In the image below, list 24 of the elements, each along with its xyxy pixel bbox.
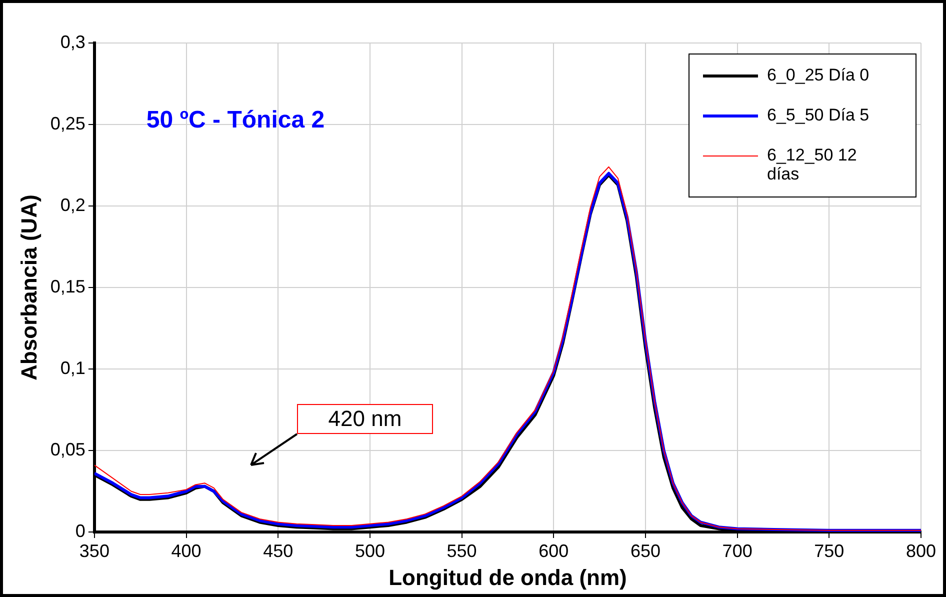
legend-label: 6_5_50 Día 5 [767, 106, 870, 125]
x-tick-label: 550 [446, 540, 477, 561]
y-tick-label: 0,25 [50, 113, 86, 134]
y-tick-label: 0,05 [50, 439, 86, 460]
x-tick-label: 650 [630, 540, 660, 561]
y-tick-label: 0,2 [60, 194, 86, 215]
x-tick-label: 750 [814, 540, 844, 561]
y-tick-label: 0,1 [60, 358, 86, 378]
x-axis-title: Longitud de onda (nm) [388, 564, 627, 590]
x-tick-label: 700 [722, 540, 752, 561]
x-tick-label: 450 [263, 540, 294, 561]
text: 50 ºC - Tónica 2 [146, 106, 325, 134]
legend-label: 6_0_25 Día 0 [767, 66, 870, 85]
annotation: 420 nm [297, 404, 433, 434]
x-tick-label: 350 [79, 540, 110, 561]
legend-label: 6_12_50 12 días [767, 146, 857, 184]
y-tick-label: 0,15 [50, 276, 86, 296]
y-axis-title: Absorbancia (UA) [16, 194, 42, 380]
x-tick-label: 800 [906, 540, 936, 561]
x-tick-label: 600 [538, 540, 569, 561]
y-tick-label: 0 [75, 520, 86, 541]
y-tick-label: 0,3 [60, 32, 86, 52]
x-tick-label: 400 [171, 540, 202, 561]
x-tick-label: 500 [354, 540, 385, 561]
